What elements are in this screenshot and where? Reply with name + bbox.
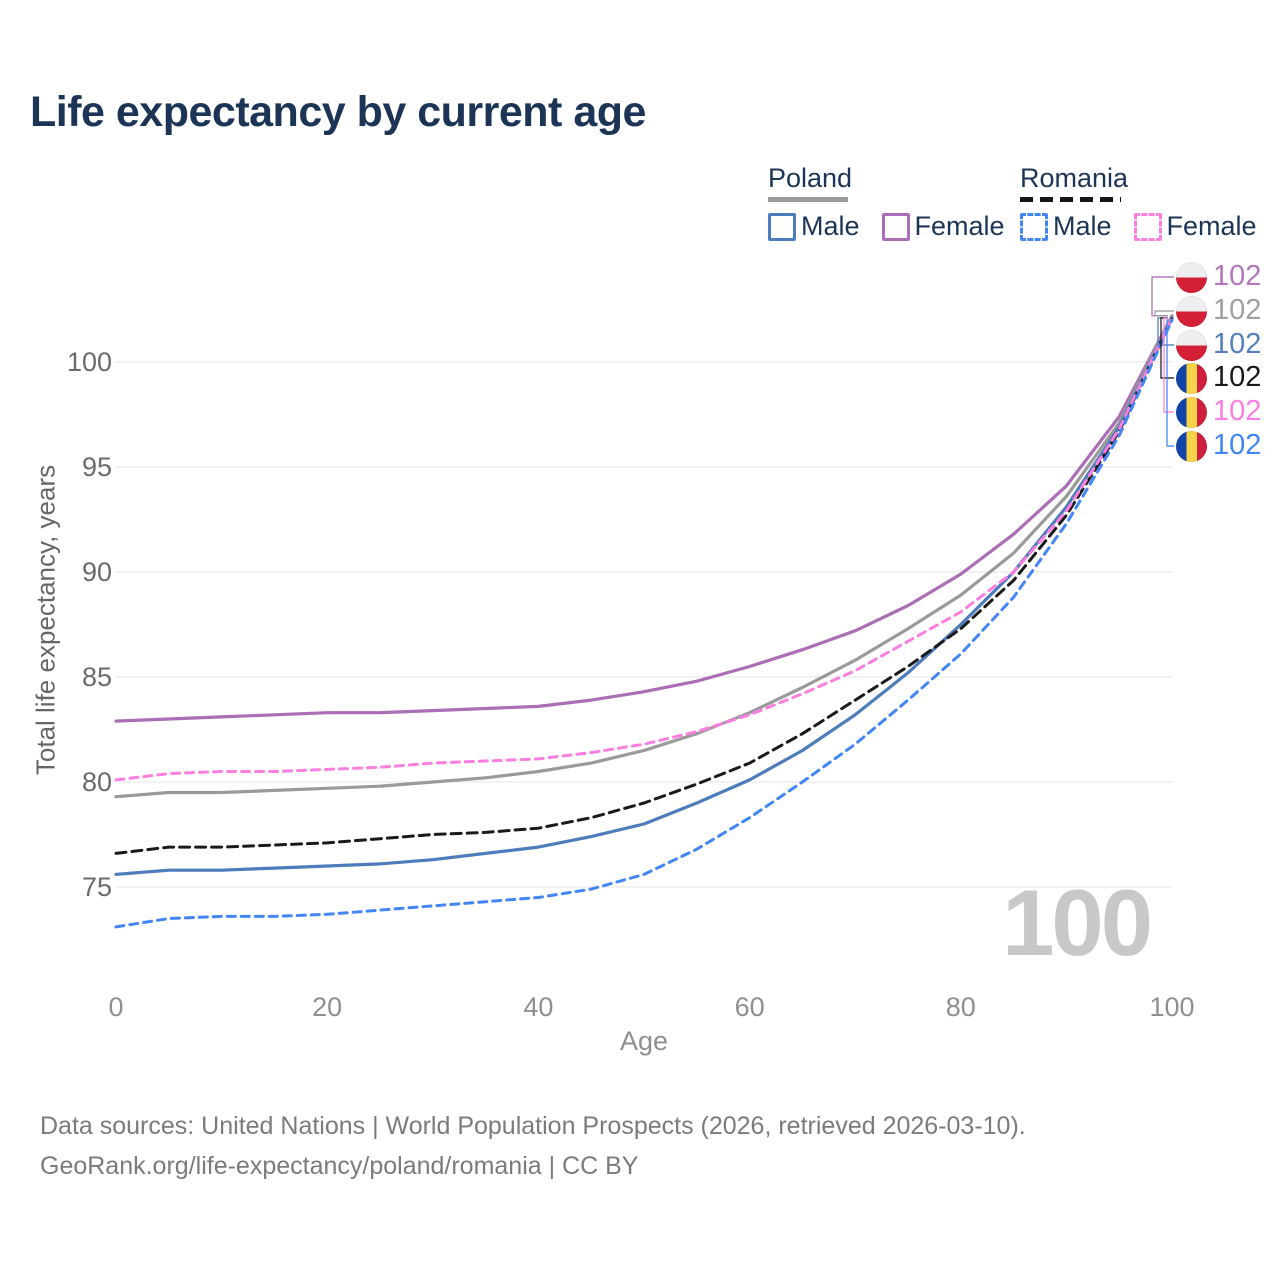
line-romania-both — [114, 316, 1174, 855]
romania-flag-icon — [1176, 431, 1207, 462]
romania-flag-icon — [1176, 363, 1207, 394]
x-tick-label: 80 — [945, 992, 976, 1022]
x-tick-label: 100 — [1149, 992, 1195, 1022]
end-value-romania-female: 102 — [1213, 395, 1262, 427]
poland-line-swatch — [768, 197, 848, 202]
y-tick-label: 85 — [81, 662, 112, 692]
romania-male-checkbox[interactable] — [1020, 212, 1048, 241]
y-tick-label: 75 — [81, 872, 112, 902]
romania-female-label[interactable]: Female — [1166, 211, 1257, 241]
line-poland-both — [114, 314, 1174, 799]
romania-male-label[interactable]: Male — [1053, 211, 1112, 241]
source-attribution: Data sources: United Nations | World Pop… — [40, 1106, 1026, 1186]
leader-line-romania-female — [1163, 317, 1174, 413]
x-tick-label: 40 — [523, 992, 554, 1022]
poland-male-label[interactable]: Male — [801, 211, 860, 241]
end-value-poland-male: 102 — [1213, 328, 1262, 360]
line-romania-female — [114, 316, 1174, 782]
romania-female-checkbox[interactable] — [1133, 212, 1162, 241]
romania-line-swatch — [1020, 197, 1121, 202]
poland-male-checkbox[interactable] — [768, 212, 796, 241]
y-axis-title: Total life expectancy, years — [30, 464, 61, 776]
georank-url-line: GeoRank.org/life-expectancy/poland/roman… — [40, 1152, 639, 1180]
leader-line-poland-both — [1154, 310, 1174, 317]
end-value-poland-female: 102 — [1213, 260, 1262, 292]
poland-female-label[interactable]: Female — [914, 211, 1005, 241]
y-tick-label: 90 — [81, 557, 112, 587]
poland-flag-icon — [1176, 330, 1207, 361]
poland-flag-icon — [1176, 262, 1207, 293]
legend-group-romania: Romania Male Female — [1020, 163, 1279, 242]
leader-line-poland-female — [1151, 276, 1174, 317]
leader-line-romania-male — [1166, 319, 1174, 447]
poland-flag-icon — [1176, 296, 1207, 327]
legend-poland-title[interactable]: Poland — [768, 163, 853, 193]
legend-romania-title[interactable]: Romania — [1020, 163, 1129, 193]
x-tick-label: 0 — [108, 992, 124, 1022]
age-counter-watermark: 100 — [1002, 870, 1153, 975]
legend-group-poland: Poland Male Female — [768, 163, 1027, 242]
y-tick-label: 95 — [81, 452, 112, 482]
line-romania-male — [114, 318, 1174, 929]
x-axis-title: Age — [619, 1026, 669, 1056]
y-tick-label: 100 — [66, 347, 112, 377]
line-poland-female — [114, 314, 1174, 723]
end-value-romania-both: 102 — [1213, 361, 1262, 393]
end-value-romania-male: 102 — [1213, 429, 1262, 461]
end-value-poland-both: 102 — [1213, 294, 1262, 326]
line-poland-male — [114, 316, 1174, 877]
page-title: Life expectancy by current age — [30, 88, 646, 136]
x-tick-label: 60 — [734, 992, 765, 1022]
poland-female-checkbox[interactable] — [881, 212, 910, 241]
y-tick-label: 80 — [81, 767, 112, 797]
x-tick-label: 20 — [312, 992, 343, 1022]
romania-flag-icon — [1176, 397, 1207, 428]
data-sources-line: Data sources: United Nations | World Pop… — [40, 1112, 1026, 1140]
